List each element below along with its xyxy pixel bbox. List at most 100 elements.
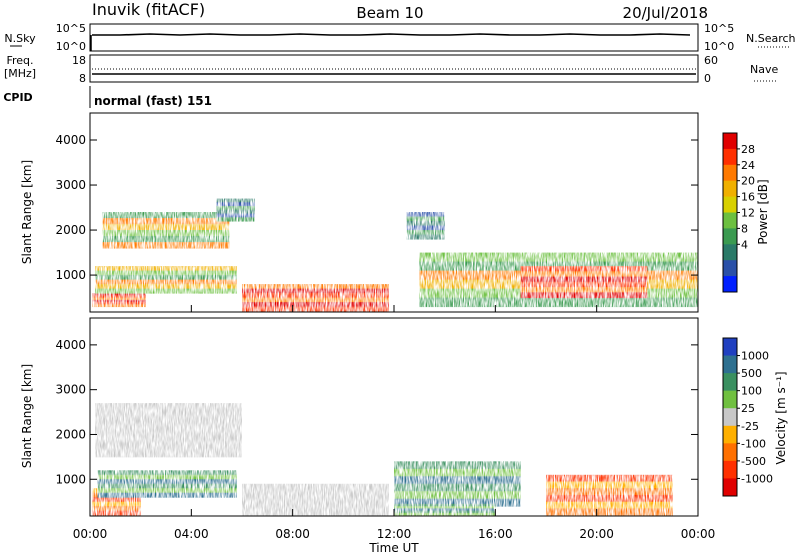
colorbar-swatch [723, 478, 737, 497]
x-tick-label: 12:00 [377, 527, 412, 541]
data-cell [546, 488, 673, 496]
data-cell [97, 492, 237, 498]
colorbar-swatch [723, 355, 737, 374]
data-cell [92, 293, 146, 296]
data-cell [95, 412, 242, 422]
data-cell [92, 497, 141, 503]
data-cell [520, 276, 648, 283]
velocity-y-ticks: 1000 2000 3000 4000 [55, 338, 698, 486]
colorbar-tick-label: -1000 [741, 472, 773, 485]
colorbar-swatch [723, 133, 737, 150]
data-cell [394, 508, 496, 512]
data-cell [97, 470, 237, 476]
velocity-colorbar-label: Velocity [m s⁻¹] [774, 371, 788, 464]
colorbar-tick-label: -500 [741, 455, 766, 468]
data-cell [95, 284, 237, 290]
colorbar-swatch [723, 244, 737, 261]
colorbar-swatch [723, 148, 737, 166]
time-x-ticks: 00:00 04:00 08:00 12:00 16:00 20:00 00:00 [73, 509, 715, 541]
data-cell [92, 506, 141, 512]
station-title: Inuvik (fitACF) [92, 0, 205, 19]
power-data-cells [92, 198, 698, 312]
data-cell [394, 468, 521, 477]
data-cell [419, 252, 698, 263]
data-cell [92, 304, 146, 308]
power-y-ticks: 1000 2000 3000 4000 [55, 133, 699, 312]
data-cell [546, 494, 673, 503]
freq-panel-frame [89, 54, 699, 83]
x-tick-label: 20:00 [579, 527, 614, 541]
data-cell [102, 224, 230, 231]
data-cell [406, 234, 445, 240]
velocity-y-label: Slant Range [km] [20, 364, 34, 468]
freq-unit: [MHz] [4, 67, 36, 80]
colorbar-swatch [723, 443, 737, 462]
colorbar-tick-label: 28 [741, 143, 755, 156]
data-cell [394, 510, 496, 514]
data-cell [242, 488, 389, 495]
power-y-label: Slant Range [km] [20, 160, 34, 264]
colorbar-swatch [723, 228, 737, 245]
data-cell [92, 299, 146, 303]
x-tick-label: 08:00 [275, 527, 310, 541]
data-cell [242, 483, 389, 490]
colorbar-tick-label: 20 [741, 175, 755, 188]
nsky-tick-high: 10^5 [56, 22, 86, 35]
data-cell [102, 230, 230, 237]
data-cell [394, 491, 521, 500]
nsky-tick-low: 10^0 [56, 40, 86, 53]
colorbar-swatch [723, 460, 737, 479]
date-title: 20/Jul/2018 [623, 4, 708, 22]
freq-label: Freq. [6, 54, 33, 67]
data-cell [95, 403, 242, 413]
y-tick-label: 4000 [55, 133, 86, 147]
data-cell [394, 476, 521, 485]
data-cell [242, 297, 389, 303]
colorbar-tick-label: 4 [741, 238, 748, 251]
data-cell [97, 474, 237, 480]
data-cell [242, 302, 389, 308]
colorbar-tick-label: 100 [741, 385, 762, 398]
data-cell [216, 202, 255, 207]
data-cell [242, 284, 389, 290]
data-cell [406, 212, 445, 218]
freq-tick-low: 8 [79, 72, 86, 85]
freq-tick-high: 18 [72, 54, 86, 67]
data-cell [242, 288, 389, 294]
data-cell [394, 512, 496, 516]
colorbar-swatch [723, 338, 737, 357]
colorbar-frame [722, 337, 738, 497]
velocity-data-cells [92, 403, 673, 516]
data-cell [242, 499, 389, 506]
nsky-panel-frame [89, 23, 699, 52]
colorbar-tick-label: 8 [741, 222, 748, 235]
data-cell [216, 198, 255, 203]
data-cell [394, 506, 496, 509]
data-cell [216, 213, 255, 218]
data-cell [216, 217, 255, 222]
power-panel: 1000 2000 3000 4000 Slant Range [km] [20, 112, 699, 313]
colorbar-swatch [723, 425, 737, 444]
colorbar-swatch [723, 276, 737, 293]
colorbar-swatch [723, 212, 737, 229]
data-cell [406, 216, 445, 222]
nsky-label: N.Sky [4, 32, 36, 45]
data-cell [102, 236, 230, 243]
nave-tick-high: 60 [704, 54, 718, 67]
data-cell [95, 447, 242, 458]
data-cell [394, 483, 521, 492]
data-cell [95, 438, 242, 449]
data-cell [546, 474, 673, 483]
y-tick-label: 1000 [55, 472, 86, 486]
colorbar-tick-label: 12 [741, 207, 755, 220]
beam-title: Beam 10 [356, 4, 423, 22]
data-cell [394, 461, 521, 470]
nave-label: Nave [750, 63, 778, 76]
time-x-label: Time UT [368, 541, 419, 554]
data-cell [242, 293, 389, 299]
data-cell [520, 287, 648, 293]
data-cell [216, 206, 255, 211]
data-cell [92, 295, 146, 299]
colorbar-tick-label: 500 [741, 367, 762, 380]
